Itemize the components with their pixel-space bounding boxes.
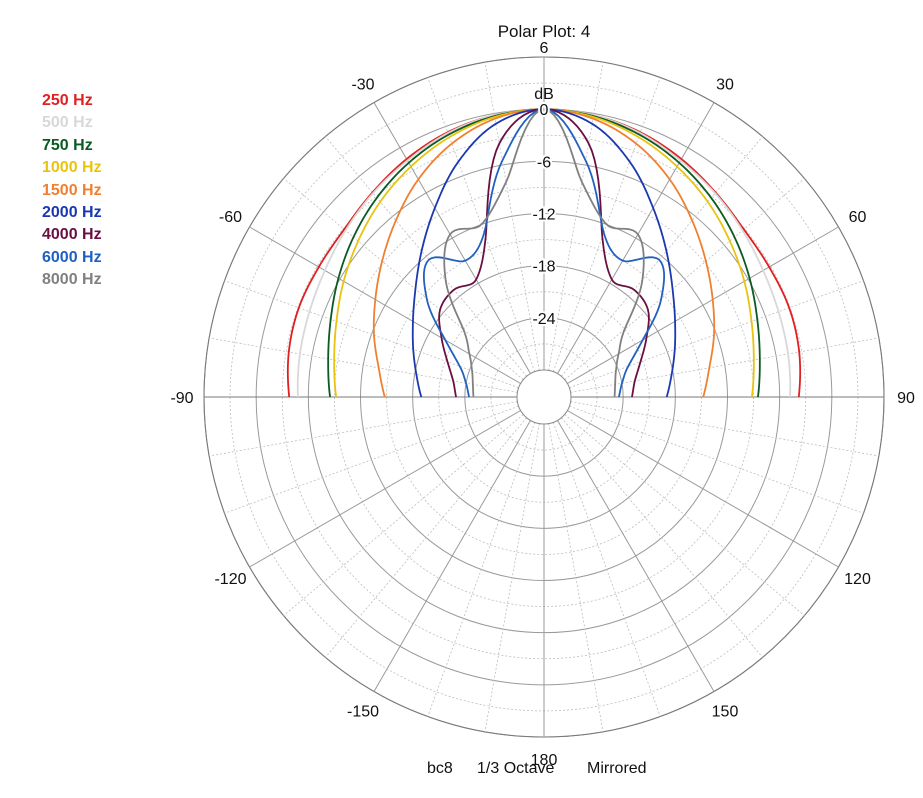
angle-tick-label: -120 <box>214 571 246 588</box>
grid-spoke <box>561 136 763 377</box>
grid-spoke <box>570 401 879 457</box>
angle-tick-label: -60 <box>219 209 242 226</box>
angle-tick-label: 180 <box>531 752 558 769</box>
radial-tick-label: -6 <box>537 154 551 171</box>
center-hole <box>516 369 572 425</box>
grid-spoke <box>209 401 518 457</box>
angle-tick-label: -90 <box>170 390 193 407</box>
radial-tick-label: 6 <box>540 40 549 57</box>
grid-spoke <box>548 423 604 732</box>
legend-item: 1000 Hz <box>42 159 102 177</box>
legend-item: 2000 Hz <box>42 204 102 222</box>
polar-curves <box>286 108 802 398</box>
grid-spoke <box>567 410 839 568</box>
grid-spoke <box>325 417 527 658</box>
angle-tick-label: -30 <box>351 76 374 93</box>
grid-spoke <box>484 423 540 732</box>
series-curve-8000-hz <box>443 108 645 398</box>
grid-spoke <box>557 102 715 374</box>
grid-spoke <box>548 62 604 371</box>
legend-item: 750 Hz <box>42 136 93 154</box>
footer-source: bc8 <box>427 760 453 777</box>
angle-tick-label: -150 <box>347 704 379 721</box>
radial-tick-label: 0 <box>540 102 549 119</box>
legend: 250 Hz 500 Hz 750 Hz 1000 Hz 1500 Hz 2000 Hz 4… <box>42 90 102 292</box>
angle-tick-label: 90 <box>897 390 915 407</box>
grid-spoke <box>325 136 527 377</box>
grid-spoke <box>569 405 864 514</box>
grid-spoke <box>567 226 839 384</box>
angle-tick-label: 120 <box>844 571 871 588</box>
footer-mirrored: Mirrored <box>587 760 647 777</box>
legend-item: 6000 Hz <box>42 248 102 266</box>
grid-spoke <box>427 422 536 717</box>
grid-spoke <box>373 102 531 374</box>
grid-spoke <box>249 226 521 384</box>
grid-spoke <box>484 62 540 371</box>
chart-title: Polar Plot: 4 <box>498 22 591 41</box>
grid-spoke <box>557 420 715 692</box>
radial-tick-label: -24 <box>532 311 555 328</box>
angle-tick-label: 60 <box>849 209 867 226</box>
angle-tick-label: 150 <box>712 704 739 721</box>
grid-spoke <box>373 420 531 692</box>
polar-labels: 60-6-12-18-24-30 30-60 60-90 90-120 120-150 1… <box>170 40 915 769</box>
grid-spoke <box>224 280 519 389</box>
grid-spoke <box>249 410 521 568</box>
grid-spoke <box>564 414 805 616</box>
legend-item: 250 Hz <box>42 92 93 109</box>
legend-item: 500 Hz <box>42 114 93 132</box>
radial-tick-label: -18 <box>532 259 555 276</box>
grid-spoke <box>224 405 519 514</box>
legend-item: 4000 Hz <box>42 226 102 244</box>
grid-spoke <box>283 414 524 616</box>
angle-tick-label: 30 <box>716 76 734 93</box>
footer-bandwidth: 1/3 Octave <box>477 760 554 777</box>
grid-spoke <box>564 178 805 380</box>
grid-spoke <box>569 280 864 389</box>
legend-item: 8000 Hz <box>42 271 102 289</box>
radial-unit-label: dB <box>534 86 554 103</box>
legend-item: 1500 Hz <box>42 181 102 199</box>
grid-spoke <box>552 422 661 717</box>
radial-tick-label: -12 <box>532 207 555 224</box>
grid-spoke <box>561 417 763 658</box>
grid-spoke <box>283 178 524 380</box>
